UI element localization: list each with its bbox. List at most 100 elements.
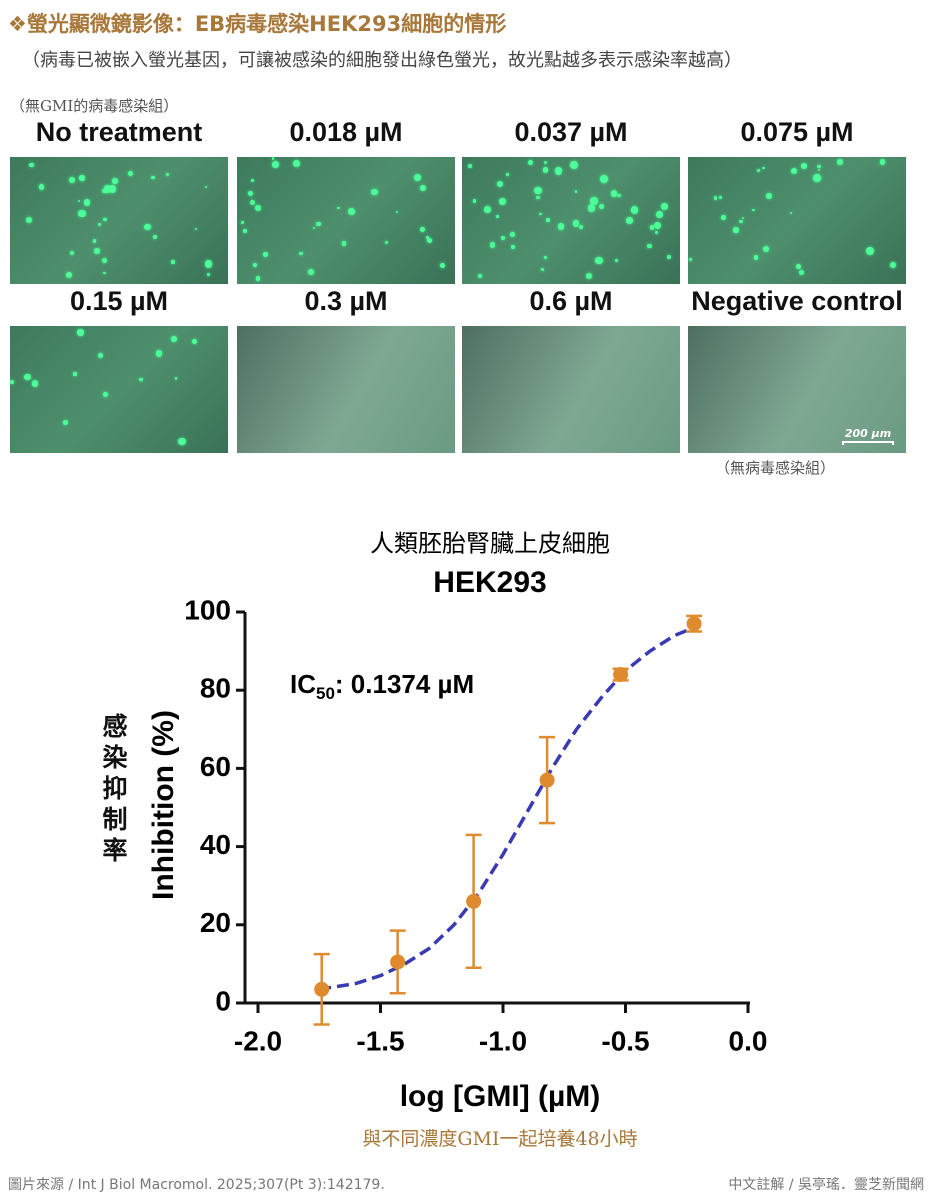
fluorescent-spot (600, 175, 609, 184)
fluorescent-spot (127, 170, 133, 176)
y-tick-label: 100 (184, 594, 231, 625)
fluorescent-spot (26, 216, 33, 223)
y-tick-label: 40 (200, 829, 231, 860)
fluorescent-spot (385, 240, 389, 244)
fluorescent-spot (243, 229, 247, 233)
annotation-text: : 0.1374 µM (335, 669, 474, 699)
fluorescent-spot (166, 172, 170, 177)
fluorescent-spot (546, 218, 550, 222)
fluorescent-spot (112, 178, 118, 184)
fluorescent-spot (528, 159, 534, 165)
x-axis-label: log [GMI] (µM) (400, 1080, 601, 1113)
fluorescent-spot (151, 175, 155, 180)
fluorescent-spot (312, 227, 315, 230)
fit-curve (318, 626, 695, 992)
fluorescent-spot (557, 223, 565, 230)
fluorescent-spot (713, 196, 718, 200)
fluorescent-spot (510, 232, 516, 238)
fluorescent-spot (542, 167, 549, 174)
annotation-subscript: 50 (316, 684, 335, 703)
fluorescent-spot (28, 162, 34, 168)
fluorescent-spot (414, 174, 422, 182)
chart-title: 人類胚胎腎臟上皮細胞 (370, 530, 610, 558)
y-tick-label: 80 (200, 673, 231, 704)
fluorescent-spot (255, 205, 261, 212)
fluorescent-spot (103, 391, 109, 397)
fluorescent-spot (177, 437, 186, 446)
fluorescent-spot (813, 174, 821, 182)
fluorescent-spot (539, 213, 542, 216)
fluorescent-spot (103, 217, 107, 222)
fluorescent-spot (647, 243, 652, 249)
fluorescent-spot (152, 234, 158, 240)
fluorescent-spot (337, 206, 341, 210)
micrograph (10, 326, 228, 453)
fluorescent-spot (69, 250, 75, 256)
panel-label: 0.3 µM (304, 286, 388, 316)
fluorescent-spot (587, 204, 596, 212)
fluorescent-spot (765, 192, 772, 199)
fluorescent-spot (718, 196, 722, 200)
fluorescent-spot (103, 271, 106, 275)
fluorescent-spot (170, 260, 175, 264)
fluorescent-spot (79, 175, 85, 181)
data-point (613, 667, 629, 683)
fluorescent-spot (534, 186, 542, 195)
fluorescent-spot (496, 215, 499, 218)
fluorescent-spot (720, 214, 726, 220)
fluorescent-spot (649, 225, 655, 230)
fluorescent-spot (347, 207, 356, 215)
fluorescent-spot (543, 256, 547, 259)
fluorescent-spot (733, 227, 739, 233)
fluorescent-spot (77, 329, 84, 336)
fluorescent-spot (741, 216, 745, 219)
fluorescent-spot (247, 190, 253, 196)
fluorescent-spot (554, 167, 562, 175)
fluorescent-spot (654, 222, 661, 230)
fluorescent-spot (796, 263, 802, 269)
fluorescent-spot (62, 419, 68, 425)
fluorescent-spot (241, 221, 244, 224)
micrograph (462, 326, 680, 453)
fluorescent-spot (610, 190, 618, 197)
fluorescent-spot (879, 159, 886, 165)
annotation: IC50: 0.1374 µM (290, 669, 474, 704)
scale-line (842, 441, 894, 445)
fluorescent-spot (66, 271, 73, 279)
fluorescent-spot (420, 227, 425, 233)
data-point (686, 616, 702, 632)
title: ❖螢光顯微鏡影像：EB病毒感染HEK293細胞的情形 (8, 12, 507, 36)
micrograph (688, 157, 906, 284)
fluorescent-spot (250, 199, 256, 205)
chart-subtitle: HEK293 (433, 566, 546, 599)
micrograph (462, 157, 680, 284)
fluorescent-spot (207, 273, 210, 276)
fluorescent-spot (24, 373, 31, 381)
micrograph: 200 µm (688, 326, 906, 453)
fluorescent-spot (489, 242, 496, 248)
fluorescent-spot (506, 173, 509, 176)
fluorescent-spot (68, 177, 75, 184)
fluorescent-spot (753, 255, 759, 260)
fluorescent-spot (170, 336, 178, 343)
panel-label: 0.018 µM (289, 117, 403, 147)
fluorescent-spot (497, 181, 504, 188)
fluorescent-spot (98, 352, 104, 358)
fluorescent-spot (77, 199, 81, 203)
caption: 與不同濃度GMI一起培養48小時 (362, 1128, 637, 1150)
scale-bar: 200 µm (842, 427, 894, 445)
panel-label: 0.037 µM (514, 117, 628, 147)
annotation-text: IC (290, 669, 316, 699)
x-tick-label: -0.5 (601, 1025, 649, 1056)
y-tick-label: 60 (200, 751, 231, 782)
fluorescent-spot (191, 338, 197, 344)
fluorescent-spot (484, 205, 492, 213)
source: 圖片來源 / Int J Biol Macromol. 2025;307(Pt … (8, 1177, 385, 1193)
fluorescent-spot (790, 212, 793, 215)
fluorescent-spot (763, 245, 770, 252)
fluorescent-spot (467, 164, 472, 169)
y-tick-label: 0 (215, 985, 231, 1016)
fluorescent-spot (752, 208, 755, 212)
fluorescent-spot (510, 244, 515, 249)
